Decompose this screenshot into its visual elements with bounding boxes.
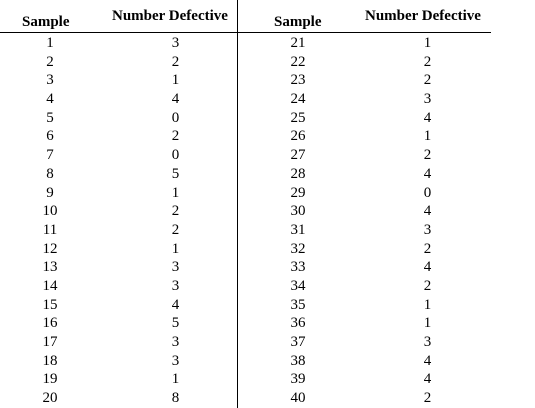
left-sample-column: 1 2 3 4 5 6 7 8 9 10 11 12 13 14 15 16 17 18 19 20 [20,34,80,408]
defective-count-cell: 2 [171,53,180,70]
header-divider [0,32,491,33]
defective-count-cell: 1 [171,72,180,89]
defective-count-cell: 4 [423,109,432,126]
sample-number-cell: 22 [290,53,306,70]
sample-number-cell: 19 [42,371,58,388]
defective-count-cell: 4 [423,352,432,369]
sample-number-cell: 26 [290,128,306,145]
defective-count-cell: 2 [423,390,432,407]
header-defective-left: Number Defective [112,8,228,24]
sample-number-cell: 28 [290,165,306,182]
defective-count-cell: 2 [171,203,180,220]
defective-count-cell: 1 [423,315,432,332]
header-defective-right: Number Defective [365,8,481,24]
defective-count-cell: 1 [171,371,180,388]
defective-count-cell: 3 [423,334,432,350]
defective-count-cell: 1 [423,35,432,51]
defective-count-cell: 8 [171,390,180,407]
sample-number-cell: 16 [42,315,58,332]
sample-number-cell: 18 [42,352,58,369]
header-sample-left: Sample [22,14,70,30]
sample-number-cell: 38 [290,352,306,369]
defective-count-cell: 4 [423,165,432,182]
defective-count-cell: 0 [171,147,180,164]
defective-count-cell: 4 [423,259,432,276]
sample-number-cell: 3 [46,72,54,89]
defective-count-cell: 0 [171,109,180,126]
defective-count-cell: 1 [423,296,432,313]
defective-count-cell: 3 [423,221,432,238]
defective-count-cell: 2 [171,128,180,145]
sample-number-cell: 4 [46,91,54,108]
sample-number-cell: 7 [46,147,54,164]
defective-count-cell: 1 [171,240,180,257]
sample-number-cell: 23 [290,72,306,89]
sample-number-cell: 9 [46,184,54,201]
sample-number-cell: 25 [290,109,306,126]
sample-number-cell: 30 [290,203,306,220]
sample-number-cell: 34 [290,277,306,294]
center-divider [237,0,238,408]
defective-count-cell: 0 [423,184,432,201]
defective-count-cell: 4 [171,91,180,108]
right-sample-column: 21 22 23 24 25 26 27 28 29 30 31 32 33 34 35 36 37 38 39 40 [268,34,328,408]
sample-number-cell: 6 [46,128,54,145]
defective-count-cell: 3 [171,277,180,294]
defective-count-cell: 2 [423,72,432,89]
sample-number-cell: 12 [42,240,58,257]
sample-number-cell: 2 [46,53,54,70]
defective-count-cell: 3 [423,91,432,108]
defective-count-cell: 1 [171,184,180,201]
defective-count-cell: 2 [423,147,432,164]
defective-count-cell: 4 [423,203,432,220]
sample-number-cell: 10 [42,203,58,220]
defective-count-cell: 2 [423,53,432,70]
defective-count-cell: 5 [171,165,180,182]
sample-number-cell: 27 [290,147,306,164]
sample-number-cell: 29 [290,184,306,201]
defective-count-cell: 3 [171,334,180,350]
defective-count-cell: 4 [171,296,180,313]
sample-number-cell: 21 [290,35,306,51]
sample-number-cell: 20 [42,390,58,407]
sample-number-cell: 14 [42,277,58,294]
sample-number-cell: 37 [290,334,306,350]
defective-count-cell: 2 [171,221,180,238]
sample-number-cell: 31 [290,221,306,238]
sample-number-cell: 15 [42,296,58,313]
sample-number-cell: 5 [46,109,54,126]
sample-number-cell: 1 [46,35,54,51]
sample-number-cell: 32 [290,240,306,257]
defective-count-cell: 2 [423,277,432,294]
sample-number-cell: 35 [290,296,306,313]
defective-count-cell: 4 [423,371,432,388]
sample-number-cell: 33 [290,259,306,276]
sample-number-cell: 8 [46,165,54,182]
sample-number-cell: 36 [290,315,306,332]
defective-count-cell: 3 [171,259,180,276]
defective-count-cell: 3 [171,352,180,369]
defective-count-cell: 1 [423,128,432,145]
defective-count-cell: 3 [171,35,180,51]
sample-number-cell: 11 [42,221,58,238]
sample-number-cell: 40 [290,390,306,407]
header-sample-right: Sample [274,14,322,30]
sample-number-cell: 17 [42,334,58,350]
sample-number-cell: 24 [290,91,306,108]
sample-number-cell: 13 [42,259,58,276]
defective-count-cell: 5 [171,315,180,332]
sample-number-cell: 39 [290,371,306,388]
defective-count-cell: 2 [423,240,432,257]
